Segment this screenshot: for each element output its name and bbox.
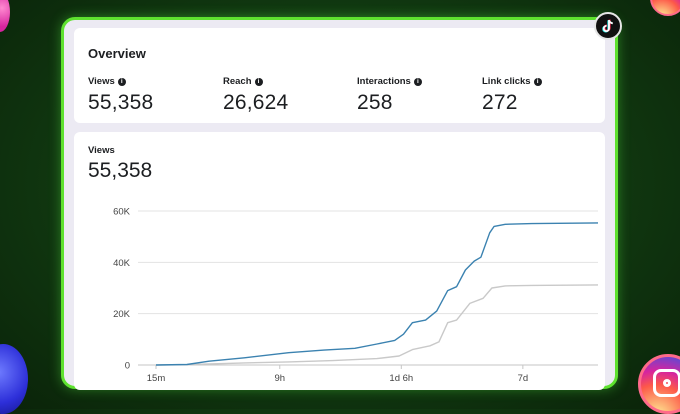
x-tick-label: 15m — [147, 373, 166, 384]
blue-orb-decoration — [0, 344, 28, 414]
overview-title: Overview — [88, 46, 146, 61]
info-icon[interactable]: i — [533, 77, 542, 86]
metric-reach: Reach i 26,624 — [223, 76, 288, 115]
metric-label: Interactions — [357, 76, 411, 87]
instagram-icon-top — [650, 0, 680, 16]
x-tick-label: 7d — [518, 373, 529, 384]
x-tick-label: 1d 6h — [389, 373, 413, 384]
series-line-views — [155, 222, 599, 366]
views-chart-label: Views — [88, 145, 115, 156]
metric-value: 258 — [357, 91, 393, 114]
metric-value: 55,358 — [88, 91, 154, 114]
metric-value: 272 — [482, 91, 518, 114]
metric-label: Reach — [223, 76, 252, 87]
info-icon[interactable]: i — [254, 77, 263, 86]
tiktok-icon — [594, 12, 622, 40]
pink-orb-decoration — [0, 0, 10, 32]
x-tick-label: 9h — [274, 373, 285, 384]
metric-interactions: Interactions i 258 — [357, 76, 422, 115]
metric-views: Views i 55,358 — [88, 76, 153, 115]
metric-label: Views — [88, 76, 115, 87]
info-icon[interactable]: i — [117, 77, 126, 86]
info-icon[interactable]: i — [413, 77, 422, 86]
y-tick-label: 60K — [113, 207, 131, 218]
overview-card: Overview Views i 55,358 Reach i 26,624 Int… — [74, 28, 605, 123]
metric-label: Link clicks — [482, 76, 531, 87]
y-tick-label: 0 — [125, 361, 130, 372]
views-chart-value: 55,358 — [88, 159, 153, 182]
y-tick-label: 20K — [113, 309, 131, 320]
y-tick-label: 40K — [113, 258, 131, 269]
views-label-text: Views — [88, 145, 115, 156]
metric-value: 26,624 — [223, 91, 289, 114]
insights-panel: Overview Views i 55,358 Reach i 26,624 Int… — [61, 17, 618, 390]
metric-link-clicks: Link clicks i 272 — [482, 76, 542, 115]
views-line-chart[interactable]: 60K 40K 20K 0 15m 9h 1d 6h 7d — [74, 132, 605, 390]
series-line-comparison — [155, 284, 599, 366]
instagram-icon — [638, 354, 680, 414]
views-chart-card: Views 55,358 60K 40K 20K 0 15m 9h 1d 6h 7d — [74, 132, 605, 390]
